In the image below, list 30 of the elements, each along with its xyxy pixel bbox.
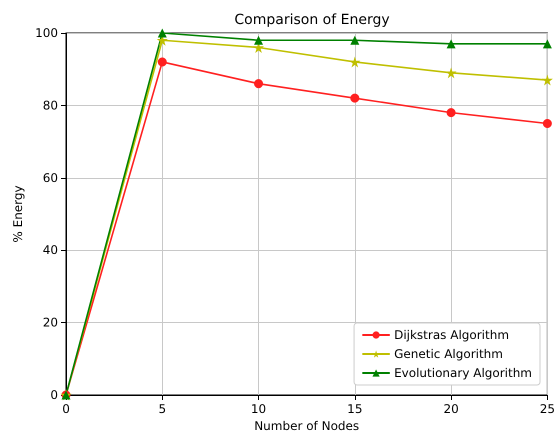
y-tick-label: 100 (35, 26, 58, 40)
point (350, 36, 360, 45)
point (254, 79, 264, 88)
legend-label: Dijkstras Algorithm (394, 328, 510, 342)
point (446, 67, 457, 78)
y-tick-label: 40 (42, 243, 58, 258)
x-tick-label: 10 (250, 402, 266, 416)
y-tick-label: 0 (50, 388, 58, 402)
legend-label: Evolutionary Algorithm (394, 366, 532, 380)
x-tick-label: 20 (443, 402, 459, 416)
point (542, 119, 552, 128)
point (542, 74, 553, 86)
point (158, 28, 167, 38)
point (446, 108, 456, 118)
point (254, 36, 264, 45)
point (446, 39, 456, 48)
x-tick-label: 15 (347, 402, 362, 416)
x-tick-label: 5 (158, 402, 166, 416)
point (542, 39, 552, 48)
chart-title: Comparison of Energy (234, 12, 390, 28)
y-tick-label: 80 (42, 98, 58, 112)
x-tick-label: 0 (62, 402, 70, 416)
point (158, 57, 167, 66)
point (350, 94, 360, 103)
y-axis-title: % Energy (11, 185, 26, 243)
y-tick-label: 60 (42, 170, 58, 185)
y-tick-label: 20 (42, 316, 58, 330)
x-axis-title: Number of Nodes (254, 418, 360, 433)
legend-label: Genetic Algorithm (394, 347, 503, 361)
x-tick-label: 25 (540, 402, 556, 416)
